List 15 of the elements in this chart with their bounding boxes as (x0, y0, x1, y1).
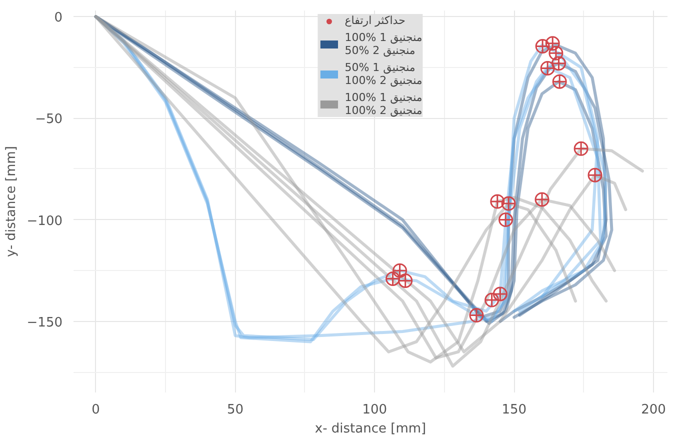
x-axis-title: x- distance [mm] (314, 422, 426, 436)
x-tick-label: 50 (226, 402, 244, 418)
y-tick-label: −150 (26, 315, 63, 330)
legend-label: 100% منجنیق 1 50% منجنیق 2 (344, 31, 422, 57)
y-tick-label: −50 (35, 112, 63, 128)
x-tick-label: 0 (92, 402, 100, 418)
x-tick-label: 200 (641, 402, 666, 418)
y-tick-label: −100 (26, 214, 63, 229)
x-tick-label: 100 (362, 402, 388, 418)
y-tick-label: 0 (54, 10, 63, 26)
legend-label: 100% منجنیق 1 100% منجنیق 2 (344, 91, 422, 117)
legend-label: حداکثر ارتفاع (344, 14, 406, 27)
x-tick-label: 150 (502, 402, 527, 418)
legend-label: 50% منجنیق 1 100% منجنیق 2 (344, 61, 422, 87)
y-axis-title: y- distance [mm] (4, 146, 19, 257)
